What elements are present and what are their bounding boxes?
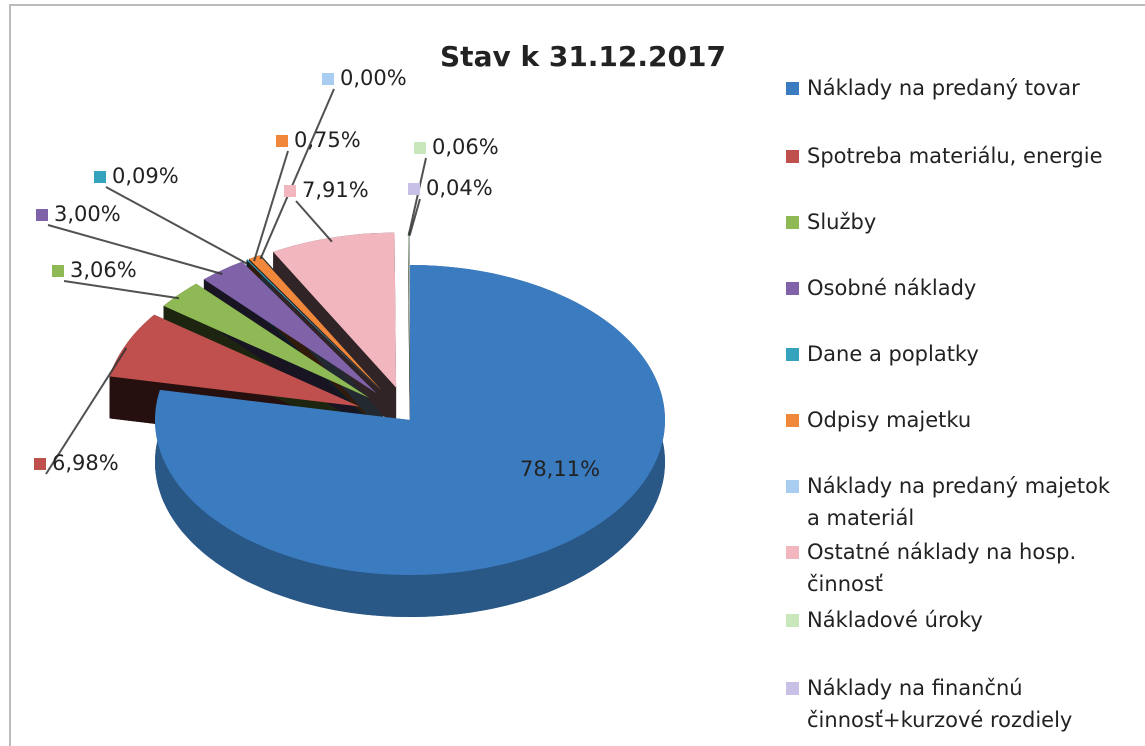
data-label: 0,75% (294, 128, 361, 152)
legend-label: Odpisy majetku (807, 408, 972, 432)
data-label-marker (94, 171, 106, 183)
data-label-marker (276, 135, 288, 147)
leader-line (253, 150, 289, 262)
leader-line (63, 280, 180, 300)
legend-item: Služby (786, 206, 1127, 238)
slice (155, 265, 665, 575)
legend-swatch (786, 480, 799, 493)
legend-swatch (786, 348, 799, 361)
legend-swatch (786, 150, 799, 163)
leader-line (47, 224, 223, 275)
data-label: 3,06% (70, 258, 137, 282)
legend-label: Náklady na predaný majetok a materiál (807, 474, 1111, 530)
legend-item: Náklady na predaný majetok a materiál (786, 470, 1127, 534)
data-label: 0,09% (112, 164, 179, 188)
data-label-marker (284, 185, 296, 197)
slice (273, 232, 397, 388)
legend-item: Nákladové úroky (786, 604, 1127, 636)
legend-label: Služby (807, 210, 877, 234)
legend-label: Spotreba materiálu, energie (807, 144, 1103, 168)
data-label-marker (36, 209, 48, 221)
legend-swatch (786, 546, 799, 559)
data-label: 6,98% (52, 451, 119, 475)
slice (109, 314, 360, 407)
legend-label: Náklady na predaný tovar (807, 76, 1080, 100)
slice (163, 283, 369, 398)
legend-label: Dane a poplatky (807, 342, 979, 366)
legend-swatch (786, 282, 799, 295)
data-label: 0,04% (426, 176, 493, 200)
slice (246, 259, 382, 392)
legend-label: Náklady na finančnú činnosť+kurzové rozd… (807, 676, 1073, 732)
chart-title: Stav k 31.12.2017 (440, 40, 726, 73)
legend-item: Dane a poplatky (786, 338, 1127, 370)
data-label: 78,11% (520, 457, 600, 481)
slice (409, 231, 410, 387)
leader-line (45, 347, 128, 475)
legend-item: Náklady na finančnú činnosť+kurzové rozd… (786, 672, 1127, 736)
data-label: 3,00% (54, 202, 121, 226)
leader-line (105, 186, 248, 265)
slice (260, 254, 384, 391)
legend-label: Ostatné náklady na hosp. činnosť (807, 540, 1077, 596)
slice (203, 261, 377, 394)
slice (249, 255, 383, 392)
leader-line (408, 198, 421, 236)
legend-swatch (786, 82, 799, 95)
legend-item: Náklady na predaný tovar (786, 72, 1127, 104)
data-label: 7,91% (302, 178, 369, 202)
legend-swatch (786, 414, 799, 427)
legend-swatch (786, 614, 799, 627)
legend-label: Nákladové úroky (807, 608, 983, 632)
data-label: 0,06% (432, 135, 499, 159)
legend-swatch (786, 216, 799, 229)
data-label-marker (408, 183, 420, 195)
leader-line (259, 88, 335, 260)
data-label: 0,00% (340, 66, 407, 90)
legend-item: Ostatné náklady na hosp. činnosť (786, 536, 1127, 600)
chart-frame (9, 4, 1145, 746)
data-label-marker (414, 142, 426, 154)
legend-item: Odpisy majetku (786, 404, 1127, 436)
legend-item: Osobné náklady (786, 272, 1127, 304)
legend-label: Osobné náklady (807, 276, 977, 300)
legend-item: Spotreba materiálu, energie (786, 140, 1127, 172)
leader-line (407, 157, 427, 236)
legend-swatch (786, 682, 799, 695)
data-label-marker (34, 458, 46, 470)
slice-side (408, 231, 410, 429)
slice (408, 231, 410, 387)
data-label-marker (322, 73, 334, 85)
data-label-marker (52, 265, 64, 277)
leader-line (295, 200, 333, 243)
